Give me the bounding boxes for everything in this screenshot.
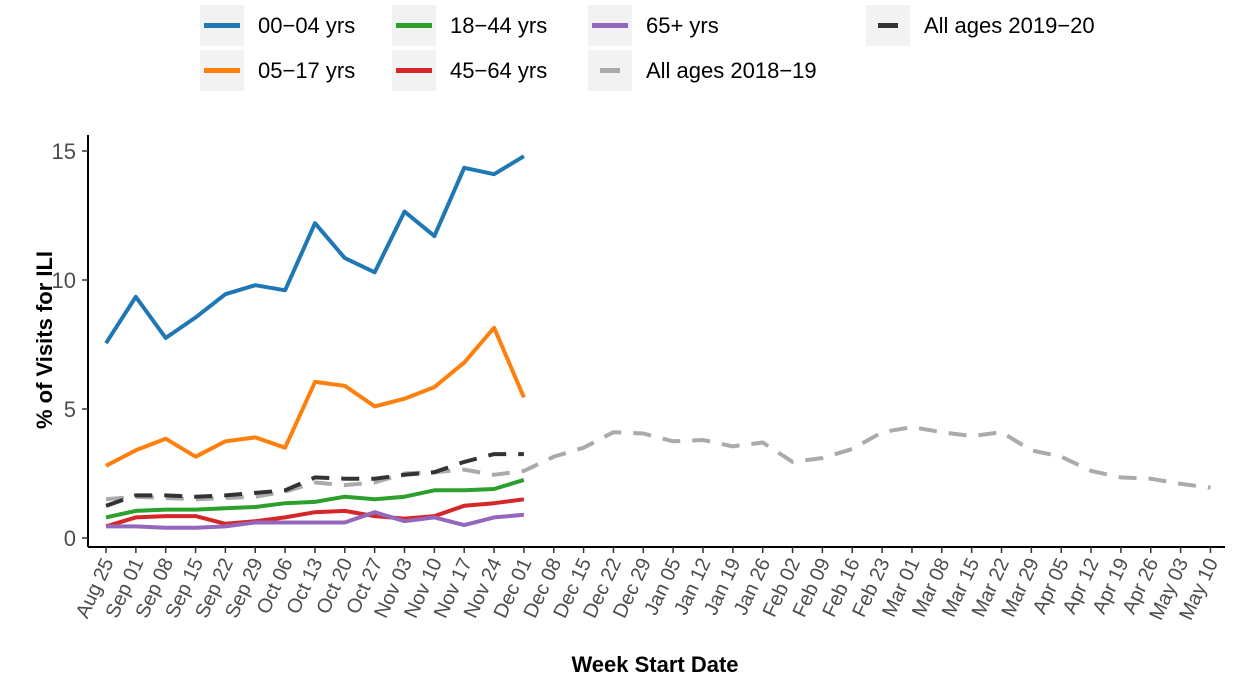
series-line-1 (105, 325, 526, 468)
y-tick-label: 0 (64, 526, 76, 551)
series-line-3 (105, 497, 525, 529)
series-line-0 (104, 154, 525, 345)
series-line-6 (105, 452, 524, 508)
legend-label: 65+ yrs (646, 13, 719, 38)
y-tick-label: 5 (64, 397, 76, 422)
legend-label: All ages 2019−20 (924, 13, 1095, 38)
series-line-2 (105, 477, 525, 520)
y-tick-label: 15 (52, 139, 76, 164)
legend-label: 45−64 yrs (450, 58, 547, 83)
y-ticks: 0 5 10 15 (52, 139, 88, 551)
legend-label: 05−17 yrs (258, 58, 355, 83)
legend-label: All ages 2018−19 (646, 58, 817, 83)
chart-axes (87, 135, 1225, 548)
y-axis-title: % of Visits for ILI (32, 251, 57, 429)
y-tick-label: 10 (52, 268, 76, 293)
series-line-5 (105, 425, 1211, 502)
series-line-4 (106, 510, 525, 530)
legend-label: 00−04 yrs (258, 13, 355, 38)
chart-legend: 00−04 yrs 05−17 yrs 18−44 yrs 45−64 yrs 65+ … (200, 5, 1095, 91)
x-axis-title: Week Start Date (571, 652, 738, 677)
legend-label: 18−44 yrs (450, 13, 547, 38)
series-lines (104, 154, 1211, 530)
